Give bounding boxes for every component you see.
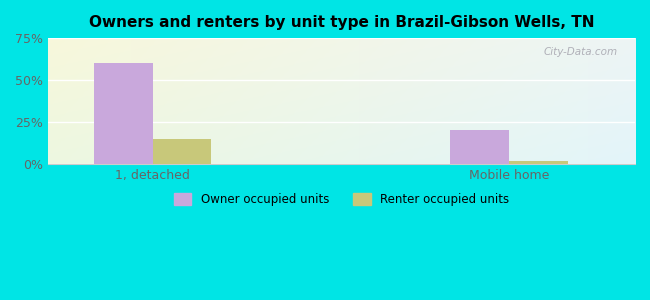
Bar — [153, 139, 211, 164]
Bar — [509, 161, 568, 164]
Bar — [94, 63, 153, 164]
Title: Owners and renters by unit type in Brazil-Gibson Wells, TN: Owners and renters by unit type in Brazi… — [88, 15, 594, 30]
Bar — [450, 130, 509, 164]
Legend: Owner occupied units, Renter occupied units: Owner occupied units, Renter occupied un… — [169, 188, 514, 211]
Text: City-Data.com: City-Data.com — [543, 47, 618, 57]
